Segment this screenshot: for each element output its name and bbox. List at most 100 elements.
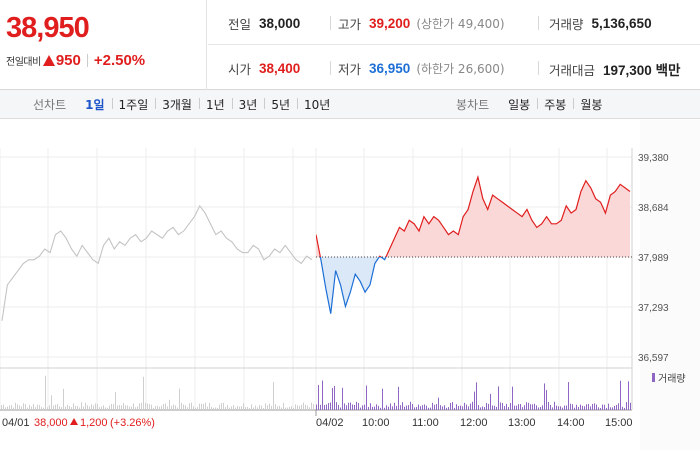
volume-bar [21, 406, 22, 410]
volume-bar [185, 405, 186, 410]
volume-bar [265, 403, 266, 410]
volume-bar [115, 391, 116, 410]
period-1w[interactable]: 1주일 [111, 96, 156, 113]
volume-bar [93, 405, 94, 410]
volume-bar [133, 403, 134, 410]
volume-bar [3, 404, 4, 410]
volume-bar [57, 403, 58, 410]
volume-bar [71, 407, 72, 410]
volume-bar [478, 405, 479, 410]
volume-bar [388, 406, 389, 410]
y-tick-label: 38,684 [638, 203, 669, 214]
prev-day-footer: 04/01 38,000 1,200 (+3.26%) [2, 417, 155, 429]
volume-bar [392, 406, 393, 410]
volume-bar [219, 404, 220, 410]
volume-bar [291, 406, 292, 410]
candle-weekly[interactable]: 주봉 [537, 96, 573, 113]
volume-bar [488, 403, 489, 410]
volume-bar [362, 405, 363, 410]
volume-bar [500, 402, 501, 410]
volume-bar [267, 405, 268, 410]
up-triangle-icon [70, 418, 78, 425]
volume-bar [67, 404, 68, 410]
volume-bar [324, 405, 325, 410]
volume-bar [261, 405, 262, 410]
volume-bar [508, 407, 509, 410]
candle-monthly[interactable]: 월봉 [573, 96, 609, 113]
stat-high: 고가 39,200 (상한가 49,400) [338, 14, 505, 33]
volume-bar [269, 403, 270, 410]
volume-bar [554, 401, 555, 410]
volume-bar [283, 402, 284, 410]
volume-bar [313, 404, 314, 410]
volume-bar [586, 404, 587, 410]
volume-bar [183, 404, 184, 410]
volume-bar [344, 403, 345, 410]
volume-bar [43, 407, 44, 410]
volume-bar [35, 407, 36, 410]
volume-bar [354, 404, 355, 410]
volume-bar [311, 402, 312, 410]
period-1d[interactable]: 1일 [85, 98, 105, 112]
candle-chart-title: 봉차트 [456, 98, 490, 112]
period-3m[interactable]: 3개월 [155, 96, 199, 113]
volume-bar [289, 406, 290, 410]
volume-bar [382, 388, 383, 410]
volume-bar [159, 406, 160, 410]
volume-bar [400, 405, 401, 410]
volume-bar [275, 404, 276, 410]
volume-value: 5,136,650 [591, 16, 652, 31]
volume-bar [49, 405, 50, 410]
period-1y[interactable]: 1년 [198, 96, 232, 113]
volume-bar [109, 405, 110, 410]
volume-bar [195, 407, 196, 410]
volume-bar [243, 403, 244, 410]
period-3y[interactable]: 3년 [231, 96, 265, 113]
volume-bar [332, 388, 333, 410]
volume-bar [410, 401, 411, 410]
volume-bar [279, 405, 280, 410]
volume-bar [626, 402, 627, 410]
x-tick-label: 04/02 [316, 417, 344, 429]
period-10y[interactable]: 10년 [297, 96, 337, 113]
volume-bar [85, 402, 86, 410]
volume-bar [420, 406, 421, 410]
prev-day-close: 38,000 [34, 417, 68, 429]
chart-grid [0, 120, 700, 450]
high-label: 고가 [338, 17, 362, 32]
volume-bar [63, 388, 64, 410]
x-tick-label: 11:00 [412, 417, 439, 429]
volume-bar [540, 407, 541, 410]
prev-close-value: 38,000 [259, 16, 301, 31]
volume-bar [438, 397, 439, 410]
candle-daily[interactable]: 일봉 [508, 98, 531, 112]
volume-bar [263, 407, 264, 410]
x-tick-label: 12:00 [460, 417, 488, 429]
volume-bar [512, 386, 513, 410]
volume-bar [199, 403, 200, 410]
volume-bar [336, 402, 337, 410]
volume-bar [546, 390, 547, 410]
volume-bar [542, 405, 543, 410]
volume-bar [532, 404, 533, 410]
volume-bar [89, 406, 90, 410]
volume-bar [145, 402, 146, 410]
volume-bar [65, 406, 66, 410]
volume-bar [452, 402, 453, 410]
volume-bar [143, 376, 144, 410]
volume-bar [15, 402, 16, 410]
volume-bar [259, 405, 260, 410]
volume-bar [484, 407, 485, 410]
volume-bar [614, 405, 615, 410]
volume-bar [320, 404, 321, 410]
period-5y[interactable]: 5년 [264, 96, 297, 113]
volume-bar [376, 404, 377, 410]
change-percent: +2.50% [93, 52, 146, 69]
volume-bar [530, 404, 531, 410]
volume-bar [197, 407, 198, 410]
volume-bar [568, 382, 569, 410]
line-chart-periods: 선차트 1일 1주일 3개월 1년 3년 5년 10년 [33, 90, 337, 119]
volume-bar [374, 406, 375, 410]
volume-bar [424, 404, 425, 410]
volume-bar [496, 406, 497, 410]
